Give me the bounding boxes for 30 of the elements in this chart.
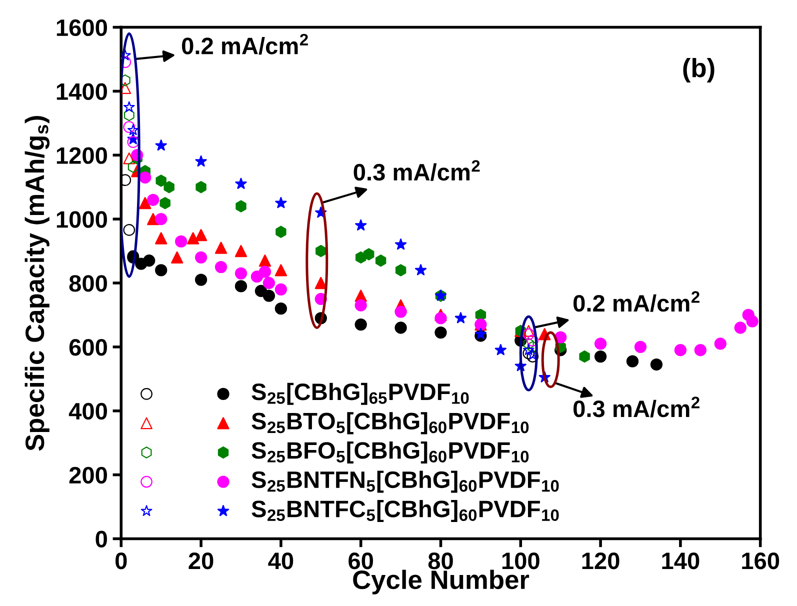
- y-tick-label: 1000: [56, 211, 107, 228]
- x-tick-label: 160: [742, 552, 780, 570]
- x-tick-label: 140: [662, 552, 700, 570]
- y-tick-label: 800: [69, 275, 107, 292]
- y-tick-label: 1200: [56, 147, 107, 164]
- legend-label: S$_{25}$BNTFN$_{5}$[CBhG]$_{60}$PVDF$_{10}$: [252, 470, 559, 493]
- x-tick-label: 60: [348, 552, 374, 570]
- y-tick-label: 400: [68, 402, 107, 420]
- y-tick-label: 200: [69, 466, 107, 484]
- x-tick-label: 40: [268, 552, 294, 570]
- annotation: 0.3 mA/cm$^{2}$: [574, 396, 700, 418]
- x-tick-label: 0: [116, 552, 127, 570]
- legend-label: S$_{25}$BTO$_{5}$[CBhG]$_{60}$PVDF$_{10}$: [252, 412, 529, 434]
- y-axis-title: Specific Capacity (mAh/g$_{s}$): [24, 116, 50, 451]
- x-tick-label: 80: [428, 552, 453, 570]
- legend-label: S$_{25}$[CBhG]$_{65}$PVDF$_{10}$: [252, 382, 469, 405]
- y-tick-label: 1600: [56, 19, 107, 36]
- x-tick-label: 20: [188, 552, 214, 570]
- annotation: (b): [683, 58, 714, 83]
- y-tick-label: 600: [69, 339, 107, 356]
- legend-label: S$_{25}$BNTFC$_{5}$[CBhG]$_{60}$PVDF$_{10}$: [252, 500, 559, 522]
- y-tick-label: 1400: [56, 83, 107, 100]
- annotation: 0.2 mA/cm$^{2}$: [182, 34, 308, 55]
- annotation: 0.3 mA/cm$^{2}$: [354, 160, 480, 181]
- x-tick-label: 100: [502, 552, 540, 570]
- annotation: 0.2 mA/cm$^{2}$: [574, 291, 700, 312]
- legend-label: S$_{25}$BFO$_{5}$[CBhG]$_{60}$PVDF$_{10}$: [252, 441, 529, 464]
- x-axis-title: Cycle Number: [353, 570, 530, 594]
- y-tick-label: 0: [96, 530, 107, 548]
- x-tick-label: 120: [582, 552, 620, 570]
